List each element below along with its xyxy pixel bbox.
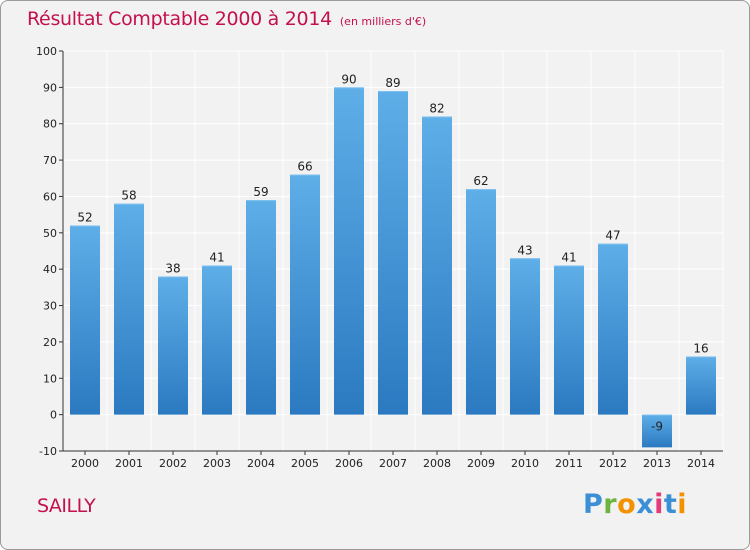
data-label-2010: 43 bbox=[517, 243, 532, 257]
bar-2003 bbox=[202, 265, 232, 415]
x-tick-label-2002: 2002 bbox=[159, 457, 187, 470]
bar-2014 bbox=[686, 356, 716, 415]
bar-2010 bbox=[510, 258, 540, 415]
y-tick-label: 20 bbox=[43, 336, 57, 349]
logo-letter: r bbox=[603, 489, 618, 520]
logo-letter: x bbox=[636, 489, 655, 520]
data-label-2006: 90 bbox=[341, 72, 356, 86]
bar-2001 bbox=[114, 203, 144, 415]
y-tick-label: 90 bbox=[43, 81, 57, 94]
data-label-2014: 16 bbox=[693, 341, 708, 355]
y-tick-label: 60 bbox=[43, 190, 57, 203]
bar-2011 bbox=[554, 265, 584, 415]
x-tick-label-2006: 2006 bbox=[335, 457, 363, 470]
bar-2006 bbox=[334, 87, 364, 415]
data-label-2002: 38 bbox=[165, 261, 180, 275]
bar-2012 bbox=[598, 243, 628, 415]
y-tick-label: 30 bbox=[43, 300, 57, 313]
data-labels: 52 58 38 41 59 66 90 89 82 62 43 41 47 -9 16 bbox=[77, 72, 708, 433]
bar-2009 bbox=[466, 189, 496, 415]
x-tick-label-2013: 2013 bbox=[643, 457, 671, 470]
bar-2000 bbox=[70, 225, 100, 415]
x-tick-label-2014: 2014 bbox=[687, 457, 715, 470]
x-tick-label-2009: 2009 bbox=[467, 457, 495, 470]
chart-title: Résultat Comptable 2000 à 2014 (en millie… bbox=[27, 8, 426, 30]
data-label-2013: -9 bbox=[651, 420, 663, 434]
data-label-2007: 89 bbox=[385, 76, 400, 90]
x-tick-label-2004: 2004 bbox=[247, 457, 275, 470]
logo-letter: i bbox=[654, 489, 664, 520]
data-label-2012: 47 bbox=[605, 229, 620, 243]
bar-2004 bbox=[246, 200, 276, 415]
x-tick-label-2000: 2000 bbox=[71, 457, 99, 470]
y-tick-label: -10 bbox=[39, 445, 57, 458]
x-tick-label-2008: 2008 bbox=[423, 457, 451, 470]
bar-2008 bbox=[422, 116, 452, 415]
bar-2013 bbox=[642, 414, 672, 448]
bar-2007 bbox=[378, 91, 408, 415]
logo-letter: o bbox=[617, 489, 637, 520]
chart-title-text: Résultat Comptable 2000 à 2014 bbox=[27, 8, 332, 30]
y-tick-label: 40 bbox=[43, 263, 57, 276]
data-label-2011: 41 bbox=[561, 251, 576, 265]
bars bbox=[70, 87, 716, 448]
data-label-2004: 59 bbox=[253, 185, 268, 199]
data-label-2009: 62 bbox=[473, 174, 488, 188]
y-tick-label: 70 bbox=[43, 154, 57, 167]
tick-labels: -10 0 10 20 30 40 50 60 70 80 90 100 2000 2001 2002 200… bbox=[36, 45, 715, 470]
place-name: SAILLY bbox=[37, 495, 96, 517]
x-tick-label-2003: 2003 bbox=[203, 457, 231, 470]
logo-letter: P bbox=[583, 489, 604, 520]
bar-2002 bbox=[158, 276, 188, 415]
bar-2005 bbox=[290, 174, 320, 415]
y-tick-label: 50 bbox=[43, 227, 57, 240]
logo-letter: t bbox=[663, 489, 678, 520]
x-tick-label-2012: 2012 bbox=[599, 457, 627, 470]
logo-letter: i bbox=[677, 489, 688, 520]
x-tick-label-2010: 2010 bbox=[511, 457, 539, 470]
data-label-2003: 41 bbox=[209, 251, 224, 265]
y-tick-label: 80 bbox=[43, 118, 57, 131]
x-tick-label-2011: 2011 bbox=[555, 457, 583, 470]
data-label-2001: 58 bbox=[121, 189, 136, 203]
proxiti-logo: Proxiti bbox=[583, 489, 687, 520]
data-label-2005: 66 bbox=[297, 160, 312, 174]
x-tick-label-2005: 2005 bbox=[291, 457, 319, 470]
data-label-2008: 82 bbox=[429, 101, 444, 115]
axes bbox=[59, 50, 723, 455]
x-tick-label-2001: 2001 bbox=[115, 457, 143, 470]
chart-unit: (en milliers d'€) bbox=[339, 15, 427, 28]
y-tick-label: 10 bbox=[43, 372, 57, 385]
data-label-2000: 52 bbox=[77, 211, 92, 225]
x-tick-label-2007: 2007 bbox=[379, 457, 407, 470]
y-tick-label: 100 bbox=[36, 45, 57, 58]
y-tick-label: 0 bbox=[50, 409, 57, 422]
